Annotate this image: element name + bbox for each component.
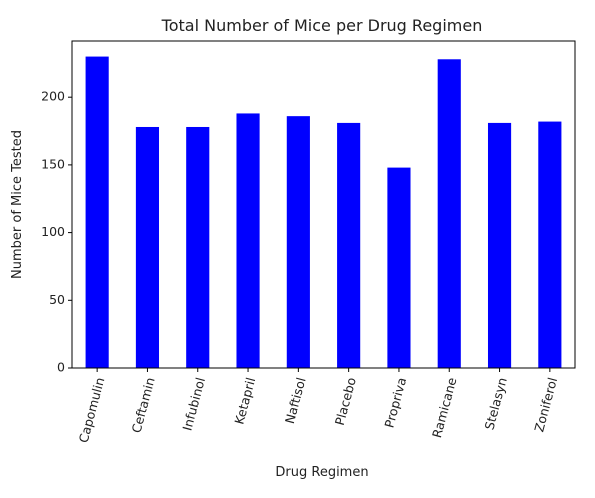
- y-tick-label: 50: [49, 292, 65, 307]
- x-tick-label: Zoniferol: [531, 376, 560, 434]
- bar-ceftamin: [135, 126, 160, 368]
- bar-naftisol: [286, 116, 310, 369]
- bar-placebo: [337, 122, 361, 368]
- x-tick-label: Capomulin: [76, 376, 108, 445]
- x-axis-label: Drug Regimen: [275, 465, 368, 480]
- bar-zoniferol: [538, 121, 562, 368]
- y-tick-label: 100: [41, 224, 65, 239]
- y-axis-label: Number of Mice Tested: [10, 130, 25, 279]
- y-tick-label: 200: [41, 89, 65, 104]
- chart-title: Total Number of Mice per Drug Regimen: [161, 16, 483, 35]
- bar-infubinol: [186, 126, 210, 368]
- x-tick-label: Ceftamin: [129, 376, 158, 435]
- x-tick-label: Naftisol: [282, 376, 309, 425]
- bar-ketapril: [236, 113, 260, 368]
- x-tick-label: Ramicane: [429, 376, 460, 440]
- bar-propriva: [387, 167, 411, 368]
- x-tick-label: Infubinol: [179, 376, 208, 432]
- bar-ramicane: [437, 59, 461, 368]
- x-tick-label: Ketapril: [231, 376, 258, 426]
- x-axis: Capomulin Ceftamin Infubinol Ketapril Naftis…: [76, 368, 560, 445]
- x-tick-label: Propriva: [381, 376, 409, 430]
- plot-area: [85, 56, 562, 369]
- x-tick-label: Placebo: [332, 376, 359, 427]
- bar-stelasyn: [487, 122, 512, 368]
- y-axis: 0 50 100 150 200: [41, 89, 72, 375]
- y-tick-label: 150: [41, 156, 65, 171]
- plot-frame: [71, 40, 576, 369]
- x-tick-label: Stelasyn: [481, 376, 509, 432]
- bar-capomulin: [85, 56, 109, 368]
- y-tick-label: 0: [57, 360, 65, 375]
